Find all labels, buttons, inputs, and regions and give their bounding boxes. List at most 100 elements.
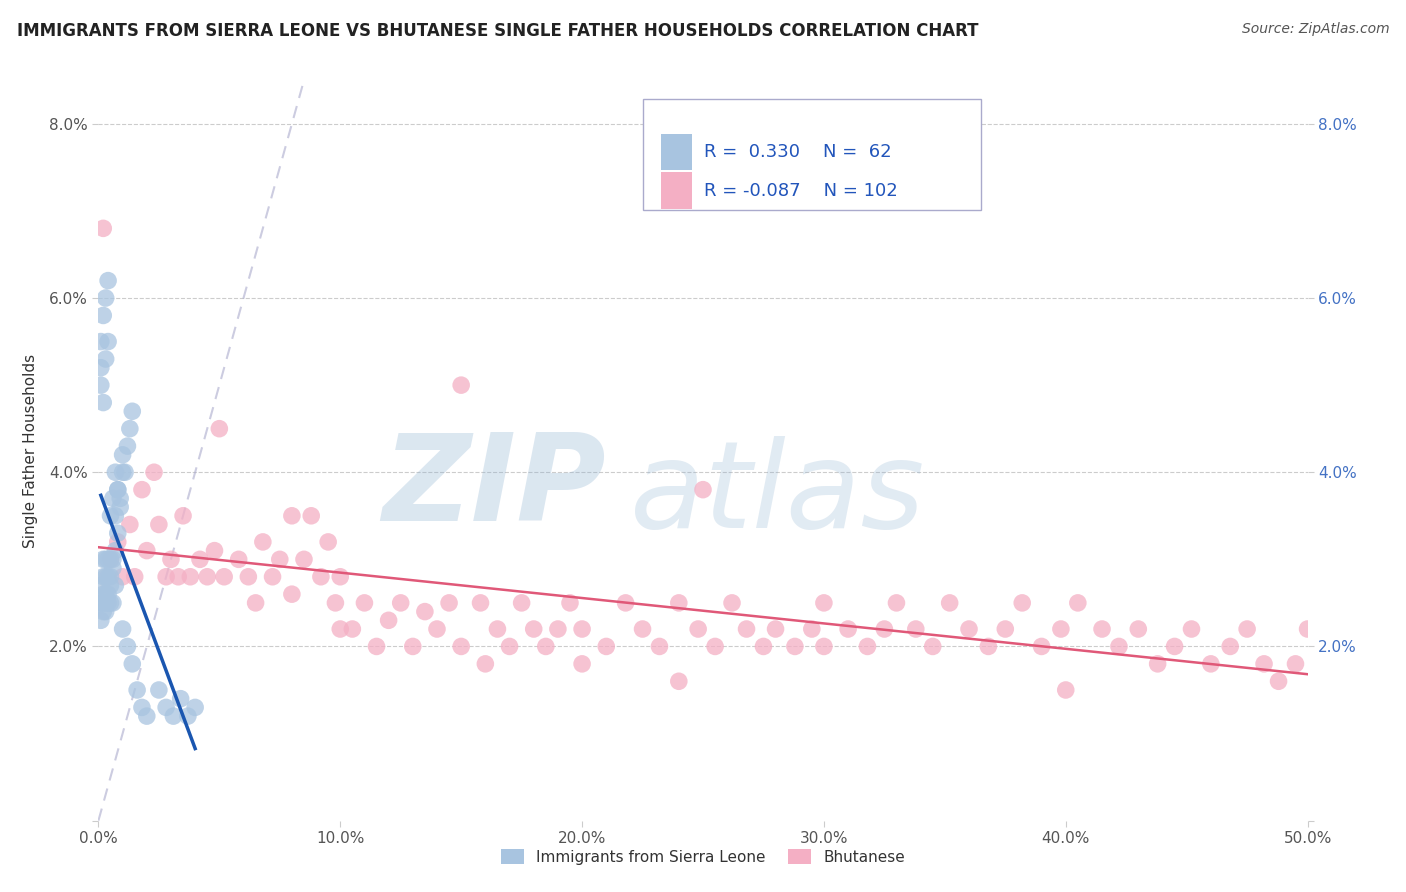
Point [450, 640, 472, 654]
Point [437, 596, 460, 610]
Point [1128, 622, 1150, 636]
Point [595, 640, 617, 654]
Point [143, 465, 166, 479]
Point [1067, 596, 1090, 610]
Point [329, 570, 352, 584]
Point [97, 552, 120, 566]
Point [1219, 640, 1241, 654]
Point [366, 640, 388, 654]
Point [1163, 640, 1185, 654]
Point [212, 570, 235, 584]
Text: R =  0.330    N =  62: R = 0.330 N = 62 [704, 144, 891, 161]
Point [1031, 640, 1053, 654]
Point [167, 570, 190, 584]
Point [377, 613, 399, 627]
Point [329, 622, 352, 636]
Point [91, 596, 114, 610]
Point [94, 552, 117, 566]
FancyBboxPatch shape [661, 134, 692, 170]
Point [813, 640, 835, 654]
Point [100, 552, 122, 566]
Legend: Immigrants from Sierra Leone, Bhutanese: Immigrants from Sierra Leone, Bhutanese [494, 841, 912, 872]
Point [135, 543, 157, 558]
Point [135, 709, 157, 723]
Point [100, 570, 122, 584]
Point [90, 378, 112, 392]
Point [155, 700, 177, 714]
Point [195, 570, 218, 584]
Point [114, 465, 136, 479]
Point [389, 596, 412, 610]
Point [148, 517, 170, 532]
Point [977, 640, 1000, 654]
Y-axis label: Single Father Households: Single Father Households [22, 353, 38, 548]
Point [1267, 674, 1289, 689]
Point [1236, 622, 1258, 636]
Point [269, 552, 291, 566]
Point [938, 596, 960, 610]
Point [111, 570, 134, 584]
Point [90, 360, 112, 375]
Point [704, 640, 727, 654]
Point [837, 622, 859, 636]
Point [117, 640, 139, 654]
Point [752, 640, 775, 654]
Point [100, 508, 122, 523]
Point [1253, 657, 1275, 671]
Point [100, 552, 122, 566]
Point [470, 596, 492, 610]
Point [101, 561, 124, 575]
Point [783, 640, 806, 654]
Point [107, 483, 129, 497]
Point [148, 683, 170, 698]
Point [262, 570, 284, 584]
Point [100, 578, 122, 592]
Point [101, 552, 124, 566]
Point [118, 422, 141, 436]
Point [90, 578, 112, 592]
Point [873, 622, 896, 636]
Point [121, 404, 143, 418]
Point [101, 596, 124, 610]
Point [131, 483, 153, 497]
Point [486, 622, 509, 636]
Point [498, 640, 520, 654]
Point [450, 378, 472, 392]
Point [856, 640, 879, 654]
Point [184, 700, 207, 714]
Point [97, 596, 120, 610]
Point [111, 465, 134, 479]
Point [94, 587, 117, 601]
Point [91, 552, 114, 566]
Point [413, 605, 436, 619]
Point [614, 596, 637, 610]
Point [1011, 596, 1033, 610]
FancyBboxPatch shape [661, 172, 692, 209]
Point [631, 622, 654, 636]
Point [90, 334, 112, 349]
Point [208, 422, 231, 436]
Point [108, 500, 131, 514]
Point [204, 543, 226, 558]
Point [474, 657, 496, 671]
Point [162, 709, 184, 723]
Point [547, 622, 569, 636]
Point [1050, 622, 1073, 636]
Point [1054, 683, 1077, 698]
Point [692, 483, 714, 497]
Point [228, 552, 250, 566]
Point [1146, 657, 1168, 671]
Point [91, 570, 114, 584]
Point [117, 439, 139, 453]
Point [155, 570, 177, 584]
Point [94, 596, 117, 610]
Point [688, 622, 710, 636]
Point [94, 605, 117, 619]
Point [765, 622, 787, 636]
Point [97, 587, 120, 601]
Point [1180, 622, 1202, 636]
Point [111, 622, 134, 636]
Point [1091, 622, 1114, 636]
Point [309, 570, 332, 584]
Point [107, 483, 129, 497]
